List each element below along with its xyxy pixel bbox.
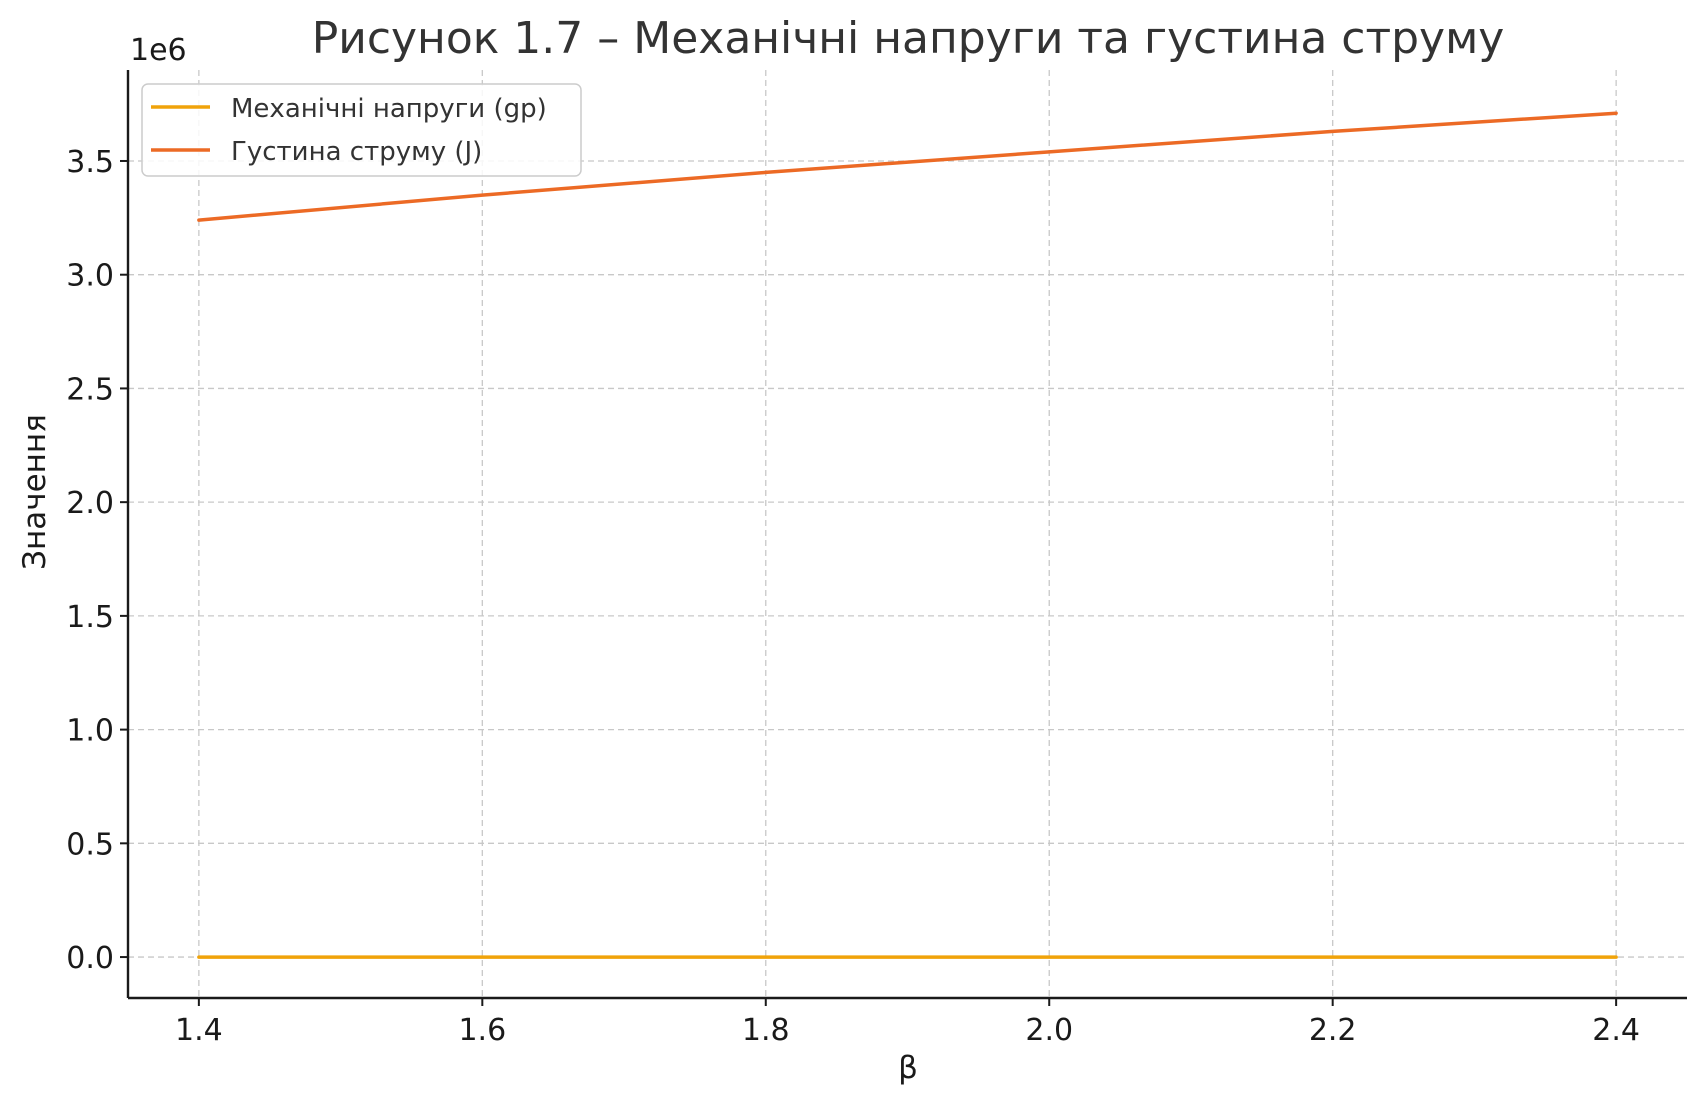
x-tick-label: 1.4: [175, 1013, 223, 1048]
y-tick-label: 0.0: [66, 941, 114, 976]
y-tick-label: 2.5: [66, 372, 114, 407]
chart-title: Рисунок 1.7 – Механічні напруги та густи…: [312, 13, 1505, 64]
legend: Механічні напруги (gp) Густина струму (J…: [141, 83, 582, 177]
y-tick-label: 3.5: [66, 145, 114, 180]
x-tick-label: 2.0: [1025, 1013, 1073, 1048]
x-tick-label: 2.2: [1309, 1013, 1357, 1048]
y-axis-label: Значення: [17, 414, 53, 570]
legend-label-mechanical-stress: Механічні напруги (gp): [231, 94, 547, 124]
x-tick-label: 1.6: [458, 1013, 506, 1048]
y-tick-label: 1.5: [66, 600, 114, 635]
legend-label-current-density: Густина струму (J): [231, 137, 482, 167]
x-tick-label: 1.8: [742, 1013, 790, 1048]
legend-box: [141, 83, 582, 177]
x-axis-label: β: [898, 1050, 918, 1086]
tick-labels: 1.4 1.6 1.8 2.0 2.2 2.4 0.0 0.5 1.0 1.5 2.0 2.5 3.0 3…: [66, 145, 1640, 1048]
y-tick-label: 1.0: [66, 714, 114, 749]
axes: [120, 70, 1687, 1006]
series-line-current-density: [197, 111, 1618, 222]
series-lines: [197, 111, 1618, 959]
y-tick-label: 0.5: [66, 827, 114, 862]
y-tick-label: 2.0: [66, 486, 114, 521]
y-tick-label: 3.0: [66, 259, 114, 294]
grid: [128, 70, 1687, 998]
x-tick-label: 2.4: [1592, 1013, 1640, 1048]
y-axis-offset-label: 1e6: [130, 33, 187, 68]
